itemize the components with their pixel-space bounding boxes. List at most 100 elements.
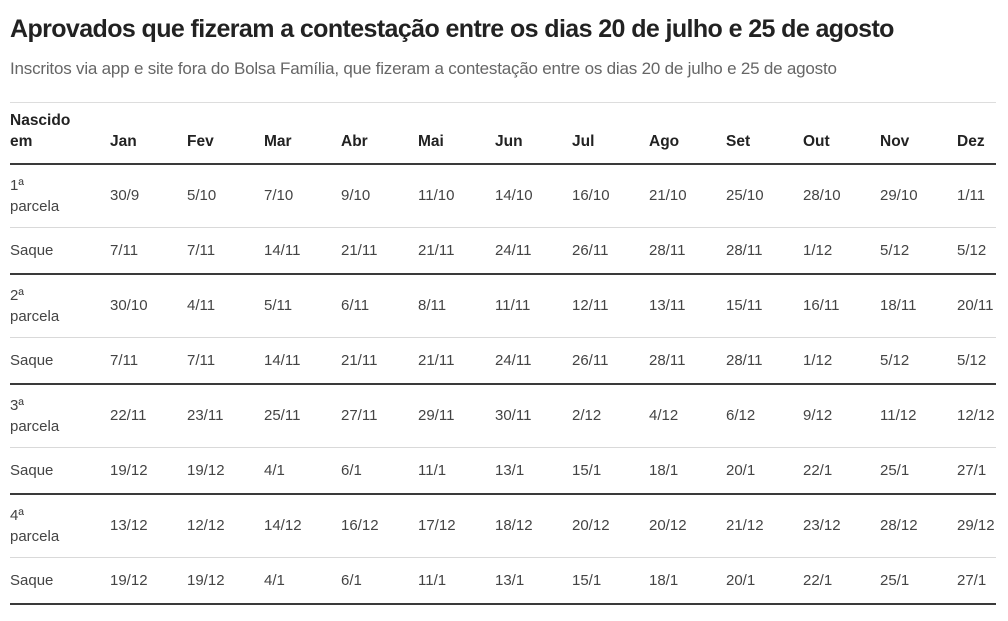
date-cell: 12/12 [957,407,995,425]
date-cell: 11/12 [880,407,917,425]
date-cell: 7/11 [110,351,139,369]
payment-schedule-table: Nascido em Jan Fev Mar Abr Mai Jun Jul Ago Set Out… [10,102,996,605]
date-cell: 5/10 [187,187,217,205]
table-row: 3ª parcela 22/11 23/11 25/11 27/11 29/11 30/11… [10,384,996,448]
date-cell: 5/12 [957,351,987,369]
date-cell: 20/12 [649,517,687,535]
column-header-dez: Dez [957,102,996,165]
date-cell: 27/1 [957,571,987,589]
date-cell: 8/11 [418,297,447,315]
date-cell: 25/1 [880,571,910,589]
date-cell: 30/10 [110,297,148,315]
date-cell: 21/12 [726,517,764,535]
date-cell: 4/12 [649,407,679,425]
date-cell: 23/11 [187,407,224,425]
table-row: 1ª parcela 30/9 5/10 7/10 9/10 11/10 14/10 16/1… [10,164,996,228]
date-cell: 20/11 [957,297,994,315]
date-cell: 7/10 [264,187,294,205]
date-cell: 19/12 [110,571,148,589]
date-cell: 11/11 [495,297,531,315]
table-body: 1ª parcela 30/9 5/10 7/10 9/10 11/10 14/10 16/1… [10,164,996,604]
date-cell: 4/11 [187,297,216,315]
column-header-jun: Jun [495,102,572,165]
date-cell: 9/12 [803,407,833,425]
date-cell: 14/10 [495,187,533,205]
date-cell: 5/11 [264,297,293,315]
date-cell: 4/1 [264,461,285,479]
date-cell: 18/1 [649,571,679,589]
date-cell: 14/11 [264,241,301,259]
date-cell: 7/11 [187,351,216,369]
date-cell: 1/12 [803,351,833,369]
date-cell: 23/12 [803,517,841,535]
date-cell: 21/11 [341,241,378,259]
row-label: Saque [10,241,54,259]
date-cell: 27/1 [957,461,987,479]
date-cell: 20/1 [726,571,756,589]
table-row: Saque 7/11 7/11 14/11 21/11 21/11 24/11 26/11 28… [10,227,996,274]
date-cell: 5/12 [880,241,910,259]
date-cell: 6/1 [341,571,362,589]
row-label: 4ª parcela [10,506,60,545]
date-cell: 21/11 [341,351,378,369]
date-cell: 18/11 [880,297,917,315]
date-cell: 28/12 [880,517,918,535]
date-cell: 25/11 [264,407,301,425]
date-cell: 6/12 [726,407,756,425]
date-cell: 30/9 [110,187,140,205]
date-cell: 26/11 [572,241,609,259]
date-cell: 14/12 [264,517,302,535]
column-header-jul: Jul [572,102,649,165]
table-row: Saque 19/12 19/12 4/1 6/1 11/1 13/1 15/1 18/1 20/… [10,557,996,604]
date-cell: 28/11 [649,351,686,369]
date-cell: 15/1 [572,571,602,589]
column-header-fev: Fev [187,102,264,165]
date-cell: 29/11 [418,407,455,425]
date-cell: 1/11 [957,187,986,205]
date-cell: 15/11 [726,297,763,315]
date-cell: 20/12 [572,517,610,535]
date-cell: 19/12 [187,461,225,479]
date-cell: 1/12 [803,241,833,259]
date-cell: 6/11 [341,297,370,315]
table-row: 4ª parcela 13/12 12/12 14/12 16/12 17/12 18/12… [10,494,996,558]
date-cell: 6/1 [341,461,362,479]
date-cell: 29/10 [880,187,918,205]
date-cell: 5/12 [957,241,987,259]
row-label: 3ª parcela [10,396,60,435]
date-cell: 26/11 [572,351,609,369]
date-cell: 11/1 [418,571,447,589]
column-header-ago: Ago [649,102,726,165]
row-label: Saque [10,461,54,479]
date-cell: 12/12 [187,517,225,535]
date-cell: 7/11 [110,241,139,259]
row-label: Saque [10,571,54,589]
date-cell: 13/1 [495,571,525,589]
date-cell: 29/12 [957,517,995,535]
date-cell: 5/12 [880,351,910,369]
date-cell: 12/11 [572,297,609,315]
date-cell: 11/1 [418,461,447,479]
date-cell: 20/1 [726,461,756,479]
date-cell: 14/11 [264,351,301,369]
date-cell: 21/11 [418,351,455,369]
date-cell: 18/12 [495,517,533,535]
page-title: Aprovados que fizeram a contestação entr… [10,15,894,43]
row-label: Saque [10,351,54,369]
date-cell: 28/11 [726,241,763,259]
column-header-abr: Abr [341,102,418,165]
date-cell: 22/1 [803,461,833,479]
table-row: Saque 19/12 19/12 4/1 6/1 11/1 13/1 15/1 18/1 20/… [10,447,996,494]
date-cell: 21/10 [649,187,687,205]
date-cell: 15/1 [572,461,602,479]
row-label: 1ª parcela [10,176,60,215]
date-cell: 28/11 [726,351,763,369]
date-cell: 25/1 [880,461,910,479]
date-cell: 27/11 [341,407,378,425]
date-cell: 24/11 [495,351,532,369]
date-cell: 11/10 [418,187,455,205]
date-cell: 25/10 [726,187,764,205]
table-header-row: Nascido em Jan Fev Mar Abr Mai Jun Jul Ago Set Out… [10,102,996,165]
table-row: Saque 7/11 7/11 14/11 21/11 21/11 24/11 26/11 28… [10,337,996,384]
